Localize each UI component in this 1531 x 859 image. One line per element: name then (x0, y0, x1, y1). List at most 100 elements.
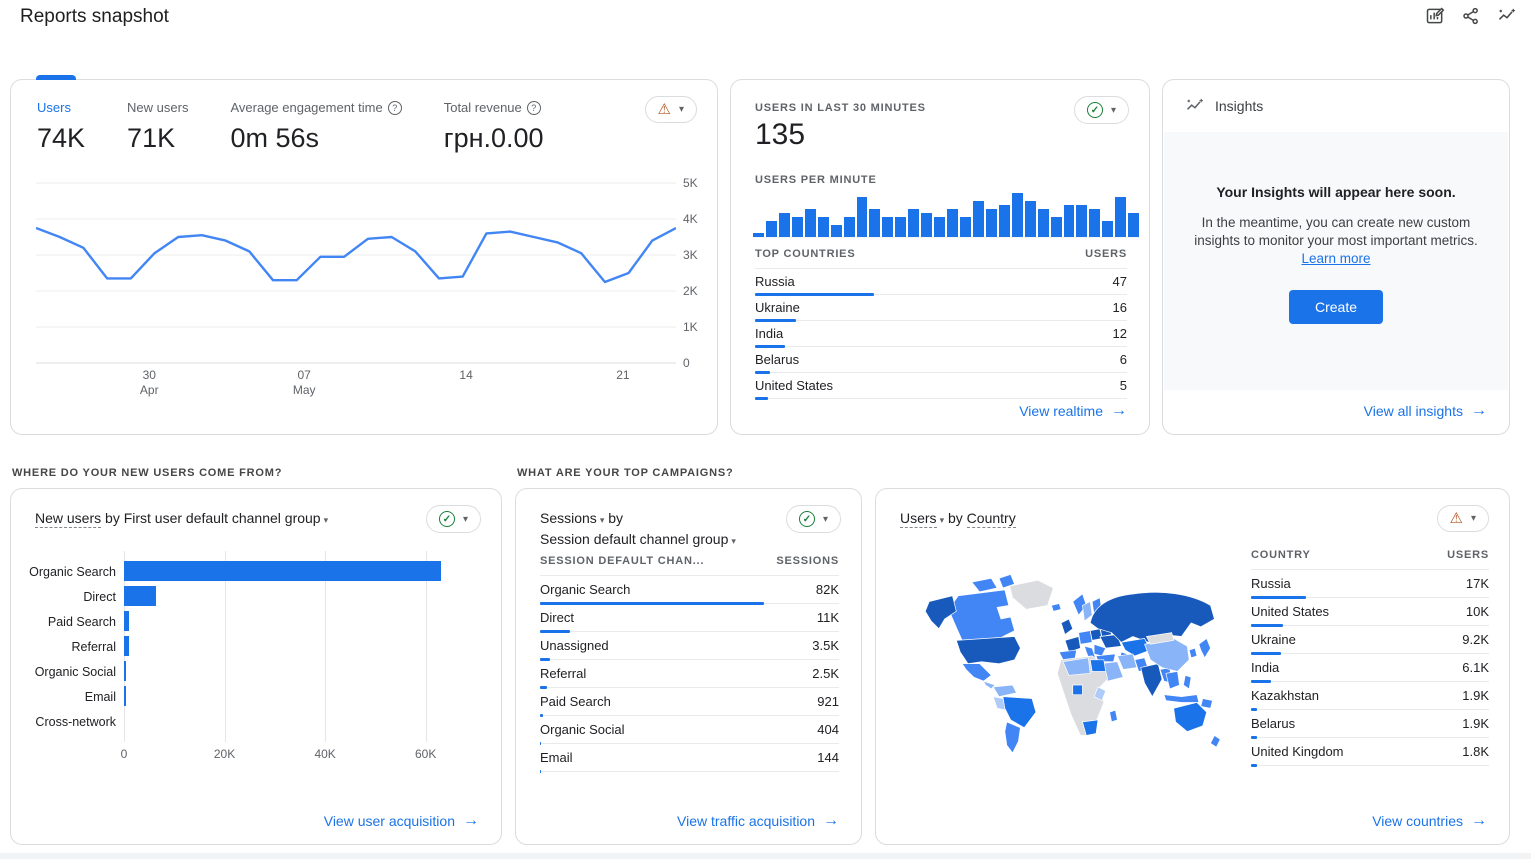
x-tick-label: 14 (459, 368, 472, 383)
row-label: Ukraine (755, 300, 800, 315)
realtime-card: USERS IN LAST 30 MINUTES 135 ✓ ▾ USERS P… (730, 79, 1150, 435)
dimension-selector[interactable]: Session default channel group (540, 531, 728, 547)
column-header: USERS (1447, 549, 1489, 561)
chevron-down-icon[interactable]: ▾ (940, 515, 945, 525)
row-value: 9.2K (1462, 632, 1489, 647)
row-label: India (755, 326, 783, 341)
tab-users[interactable]: Users 74K (37, 100, 85, 154)
category-label: Email (11, 684, 116, 709)
users-per-minute-label: USERS PER MINUTE (755, 174, 877, 186)
map-country-greenland (1010, 580, 1054, 609)
line-chart-x-axis: 30Apr07May1421 (36, 368, 676, 402)
map-country-germany (1079, 631, 1093, 645)
metric-value: 71K (127, 123, 188, 154)
card-status-pill[interactable]: ✓ ▾ (786, 505, 841, 533)
create-insight-button[interactable]: Create (1289, 290, 1383, 324)
chevron-down-icon: ▾ (1471, 513, 1476, 524)
chevron-down-icon[interactable]: ▾ (731, 536, 736, 546)
arrow-right-icon: → (1111, 402, 1127, 420)
y-tick-label: 1K (683, 320, 698, 334)
column-header: SESSION DEFAULT CHAN... (540, 555, 704, 567)
y-tick-label: 5K (683, 176, 698, 190)
map-country-nigeria (1073, 685, 1083, 695)
insights-card: Insights Your Insights will appear here … (1162, 79, 1510, 435)
map-country-argentina (1005, 722, 1021, 753)
view-all-insights-link[interactable]: View all insights→ (1364, 402, 1487, 420)
table-row: India 12 (755, 321, 1127, 347)
tab-new-users[interactable]: New users 71K (127, 100, 188, 154)
tab-total-revenue[interactable]: Total revenue? грн.0.00 (444, 100, 544, 154)
row-value: 2.5K (812, 666, 839, 681)
share-icon[interactable] (1461, 6, 1481, 26)
view-traffic-acquisition-link[interactable]: View traffic acquisition→ (677, 812, 839, 830)
chevron-down-icon: ▾ (679, 104, 684, 115)
row-label: Ukraine (1251, 632, 1296, 647)
chevron-down-icon: ▾ (463, 514, 468, 525)
row-label: United Kingdom (1251, 744, 1344, 759)
map-country-madagascar (1110, 710, 1118, 722)
sessions-table: SESSION DEFAULT CHAN... SESSIONS Organic… (540, 555, 839, 772)
chevron-down-icon: ▾ (823, 514, 828, 525)
view-user-acquisition-link[interactable]: View user acquisition→ (324, 812, 479, 830)
tab-avg-engagement-time[interactable]: Average engagement time? 0m 56s (230, 100, 401, 154)
chevron-down-icon[interactable]: ▾ (324, 515, 329, 525)
line-chart-y-axis: 5K4K3K2K1K0 (683, 175, 709, 365)
metric-value: 74K (37, 123, 85, 154)
table-row: Referral 2.5K (540, 660, 839, 688)
category-label: Organic Search (11, 559, 116, 584)
realtime-title: USERS IN LAST 30 MINUTES (755, 102, 926, 114)
card-status-pill[interactable]: ⚠ ▾ (1437, 505, 1489, 532)
x-tick-label: 0 (121, 747, 128, 761)
row-label: Email (540, 750, 573, 765)
row-value: 6 (1120, 352, 1127, 367)
minute-bar (779, 213, 790, 237)
help-icon[interactable]: ? (388, 101, 402, 115)
row-label: Referral (540, 666, 586, 681)
map-country-colombia (993, 685, 1016, 697)
metric-selector[interactable]: Users (900, 510, 937, 528)
view-countries-link[interactable]: View countries→ (1372, 812, 1487, 830)
channel-bar (124, 561, 441, 581)
table-row: United States10K (1251, 598, 1489, 626)
x-tick-label: 30Apr (140, 368, 159, 398)
section-label-new-users: WHERE DO YOUR NEW USERS COME FROM? (12, 467, 282, 479)
view-realtime-link[interactable]: View realtime→ (1019, 402, 1127, 420)
channel-bar (124, 611, 129, 631)
card-status-pill[interactable]: ✓ ▾ (426, 505, 481, 533)
map-country-indonesia (1164, 695, 1199, 703)
chevron-down-icon[interactable]: ▾ (600, 515, 605, 525)
map-country-egypt (1090, 660, 1106, 672)
map-country-united-kingdom (1061, 619, 1073, 635)
card-status-pill[interactable]: ⚠ ▾ (645, 96, 697, 123)
metric-selector[interactable]: Sessions (540, 510, 597, 526)
help-icon[interactable]: ? (527, 101, 541, 115)
learn-more-link[interactable]: Learn more (1301, 251, 1370, 266)
category-label: Paid Search (11, 609, 116, 634)
row-label: Direct (540, 610, 574, 625)
insights-icon[interactable] (1497, 6, 1517, 26)
category-label: Direct (11, 584, 116, 609)
minute-bar (1115, 197, 1126, 237)
map-country-thailand (1166, 671, 1180, 688)
dimension-selector[interactable]: Country (967, 510, 1016, 528)
map-country-australia (1174, 702, 1207, 731)
minute-bar (882, 217, 893, 237)
minute-bar (1051, 217, 1062, 237)
channel-bar (124, 661, 126, 681)
row-value-bar (755, 397, 768, 400)
chevron-down-icon: ▾ (1111, 105, 1116, 116)
customize-report-icon[interactable] (1425, 6, 1445, 26)
minute-bar (986, 209, 997, 237)
row-value: 3.5K (812, 638, 839, 653)
map-country-mexico (962, 664, 991, 681)
card-status-pill[interactable]: ✓ ▾ (1074, 96, 1129, 124)
row-value: 12 (1113, 326, 1127, 341)
arrow-right-icon: → (1471, 402, 1487, 420)
table-row: Belarus6 (755, 347, 1127, 373)
map-country-south-korea (1189, 648, 1197, 658)
row-value: 82K (816, 582, 839, 597)
users-per-minute-chart (753, 192, 1139, 238)
channel-bar (124, 586, 156, 606)
metric-selector[interactable]: New users (35, 510, 101, 528)
overview-card: Users 74K New users 71K Average engageme… (10, 79, 718, 435)
